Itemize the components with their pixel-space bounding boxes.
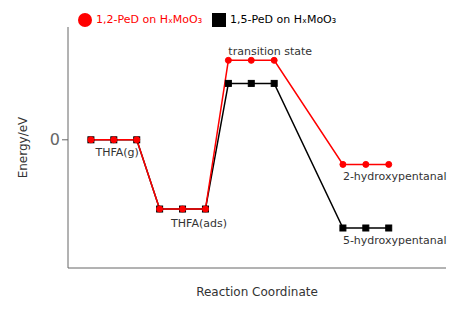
svg-text:Reaction Coordinate: Reaction Coordinate bbox=[196, 285, 318, 299]
svg-text:transition state: transition state bbox=[228, 45, 312, 58]
svg-text:Energy/eV: Energy/eV bbox=[16, 116, 30, 178]
svg-text:2-hydroxypentanal: 2-hydroxypentanal bbox=[343, 170, 447, 183]
svg-text:5-hydroxypentanal: 5-hydroxypentanal bbox=[343, 234, 447, 247]
svg-text:0: 0 bbox=[50, 130, 60, 149]
html-text:1,2-PeD on HₓMoO₃: 1,2-PeD on HₓMoO₃ bbox=[96, 13, 203, 26]
html-text:1,5-PeD on HₓMoO₃: 1,5-PeD on HₓMoO₃ bbox=[230, 13, 337, 26]
svg-text:THFA(ads): THFA(ads) bbox=[170, 217, 227, 230]
svg-text:THFA(g): THFA(g) bbox=[94, 146, 138, 159]
